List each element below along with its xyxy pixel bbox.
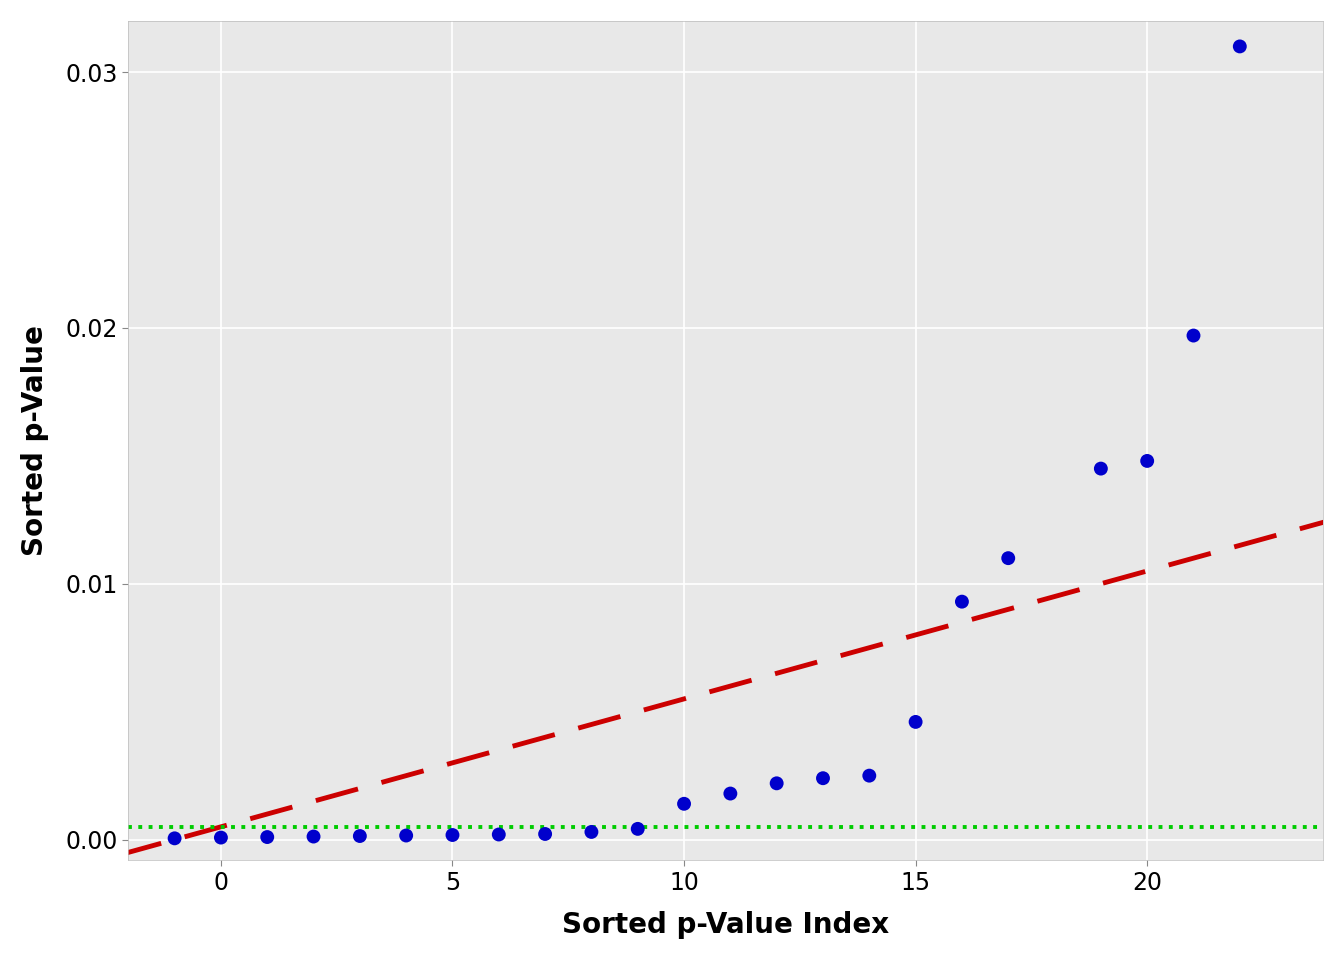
Point (210, 829, 231, 845)
Point (905, 714, 926, 730)
Point (859, 768, 880, 783)
Point (766, 776, 788, 791)
Point (1090, 461, 1111, 476)
Point (997, 550, 1019, 565)
Point (535, 827, 556, 842)
Point (719, 786, 741, 802)
Point (952, 594, 973, 610)
Point (1137, 453, 1159, 468)
Point (581, 825, 602, 840)
Point (488, 827, 509, 842)
Point (164, 830, 185, 846)
Point (628, 821, 649, 836)
Point (349, 828, 371, 844)
Point (257, 829, 278, 845)
Point (442, 828, 464, 843)
Point (302, 828, 324, 844)
Point (812, 771, 833, 786)
Point (1228, 38, 1250, 54)
X-axis label: Sorted p-Value Index: Sorted p-Value Index (562, 911, 890, 939)
Point (395, 828, 417, 843)
Point (1183, 328, 1204, 344)
Point (673, 796, 695, 811)
Y-axis label: Sorted p-Value: Sorted p-Value (22, 325, 48, 556)
